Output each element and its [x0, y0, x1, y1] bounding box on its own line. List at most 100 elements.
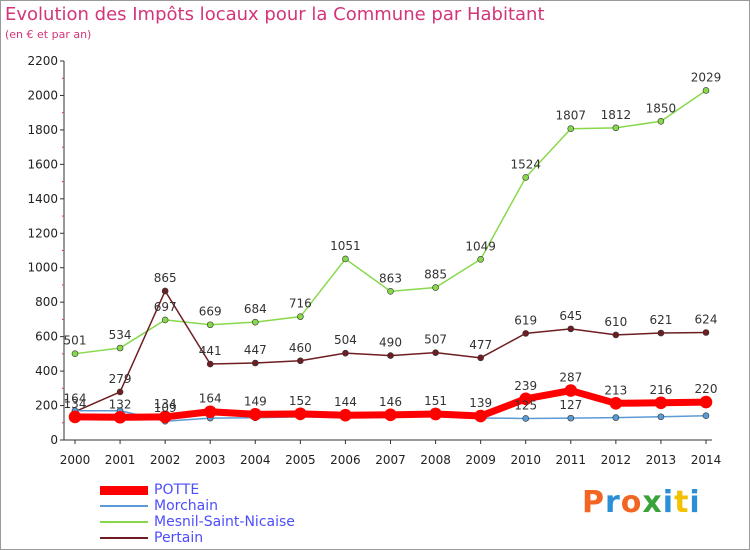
y-tick-label: 400: [35, 364, 58, 378]
y-tick-label: 2200: [27, 54, 58, 68]
data-label-pertain: 865: [154, 271, 177, 285]
data-point-potte: [158, 410, 172, 424]
chart-title: Evolution des Impôts locaux pour la Comm…: [5, 4, 545, 25]
data-point-morchain: [612, 414, 620, 421]
logo-letter: i: [689, 485, 701, 520]
data-point-potte: [474, 409, 487, 423]
data-point-pertain: [251, 359, 259, 367]
data-label-potte: 216: [649, 383, 672, 397]
data-point-pertain: [297, 357, 304, 365]
data-point-pertain: [206, 360, 214, 368]
data-label-pertain: 645: [559, 309, 582, 323]
data-label-pertain: 490: [379, 336, 402, 350]
data-point-pertain: [702, 329, 710, 336]
data-label-mesnil-saint-nicaise: 885: [424, 268, 447, 282]
data-point-potte: [339, 408, 352, 422]
data-point-pertain: [161, 287, 169, 295]
data-point-pertain: [387, 352, 394, 359]
data-label-mesnil-saint-nicaise: 1051: [330, 239, 361, 253]
x-tick-label: 2006: [330, 453, 361, 467]
data-label-mesnil-saint-nicaise: 534: [109, 328, 132, 342]
data-point-potte: [248, 408, 262, 421]
legend-label-pertain: Pertain: [154, 530, 204, 546]
data-point-potte: [113, 410, 127, 424]
data-label-mesnil-saint-nicaise: 684: [244, 302, 267, 316]
y-tick-label: 1400: [27, 192, 58, 206]
legend-swatch-potte: [100, 485, 148, 495]
data-label-morchain: 125: [514, 398, 537, 412]
data-label-pertain: 621: [649, 313, 672, 327]
y-tick-label: 200: [35, 399, 58, 413]
legend: POTTE Morchain Mesnil-Saint-Nicaise Pertain: [100, 482, 400, 546]
legend-label-mesnil-saint-nicaise: Mesnil-Saint-Nicaise: [154, 514, 295, 530]
data-label-potte: 134: [64, 397, 87, 411]
logo-letter: t: [674, 485, 690, 520]
data-point-pertain: [342, 349, 349, 357]
series-mesnil-saint-nicaise: [71, 87, 710, 357]
legend-swatch-morchain: [100, 505, 148, 507]
data-label-mesnil-saint-nicaise: 1524: [510, 157, 541, 171]
data-point-potte: [384, 408, 397, 422]
data-label-morchain: 109: [154, 401, 177, 415]
y-tick-label: 1600: [27, 157, 58, 171]
data-point-pertain: [567, 325, 575, 333]
x-tick-label: 2010: [510, 453, 541, 467]
data-label-mesnil-saint-nicaise: 1812: [601, 108, 632, 122]
data-point-mesnil-saint-nicaise: [161, 316, 169, 324]
data-point-morchain: [702, 412, 710, 420]
legend-label-morchain: Morchain: [154, 498, 219, 514]
data-point-potte: [564, 384, 578, 397]
data-point-pertain: [612, 331, 620, 339]
y-tick-label: 0: [50, 433, 58, 447]
data-label-potte: 144: [334, 395, 357, 409]
legend-swatch-pertain: [100, 537, 148, 539]
data-label-potte: 152: [289, 394, 312, 408]
data-label-mesnil-saint-nicaise: 2029: [691, 70, 722, 84]
data-label-pertain: 624: [695, 313, 718, 327]
x-tick-label: 2014: [691, 453, 722, 467]
logo-letter: o: [620, 485, 643, 520]
legend-item-morchain: Morchain: [100, 498, 400, 514]
data-point-pertain: [522, 330, 530, 337]
data-point-potte: [609, 397, 623, 410]
x-tick-label: 2009: [465, 453, 496, 467]
logo-letter: i: [662, 485, 675, 520]
x-tick-label: 2013: [646, 453, 677, 467]
data-label-potte: 220: [695, 382, 718, 396]
data-label-pertain: 507: [424, 333, 447, 347]
data-point-mesnil-saint-nicaise: [657, 117, 665, 125]
x-tick-label: 2000: [60, 453, 91, 467]
logo-letter: P: [582, 485, 605, 520]
data-point-pertain: [432, 349, 439, 356]
data-label-pertain: 477: [469, 338, 492, 352]
data-label-potte: 146: [379, 395, 402, 409]
data-point-mesnil-saint-nicaise: [342, 255, 349, 263]
x-tick-label: 2001: [105, 453, 136, 467]
data-label-potte: 151: [424, 394, 447, 408]
data-label-pertain: 504: [334, 333, 357, 347]
data-label-potte: 287: [559, 371, 582, 385]
line-chart: 0 200 400 600 800 1000 1200 1400 1600 1800 2000 220…: [27, 54, 722, 467]
series-potte: [68, 384, 713, 424]
legend-swatch-mesnil-saint-nicaise: [100, 521, 148, 523]
data-point-mesnil-saint-nicaise: [116, 344, 124, 352]
x-tick-label: 2011: [556, 453, 587, 467]
y-tick-label: 800: [35, 295, 58, 309]
data-label-pertain: 619: [514, 313, 537, 327]
series-layer: [68, 87, 713, 425]
y-tick-label: 600: [35, 330, 58, 344]
logo-letter: x: [642, 485, 663, 520]
y-tick-label: 1000: [27, 261, 58, 275]
data-label-potte: 239: [514, 379, 537, 393]
data-point-mesnil-saint-nicaise: [251, 318, 259, 326]
data-label-pertain: 610: [604, 315, 627, 329]
data-label-pertain: 441: [199, 344, 222, 358]
data-label-mesnil-saint-nicaise: 1049: [465, 239, 496, 253]
data-point-potte: [654, 396, 668, 410]
data-point-mesnil-saint-nicaise: [387, 288, 394, 295]
data-label-mesnil-saint-nicaise: 501: [64, 334, 87, 348]
legend-item-pertain: Pertain: [100, 530, 400, 546]
legend-item-potte: POTTE: [100, 482, 400, 498]
data-point-pertain: [116, 388, 124, 396]
data-point-mesnil-saint-nicaise: [71, 350, 79, 357]
